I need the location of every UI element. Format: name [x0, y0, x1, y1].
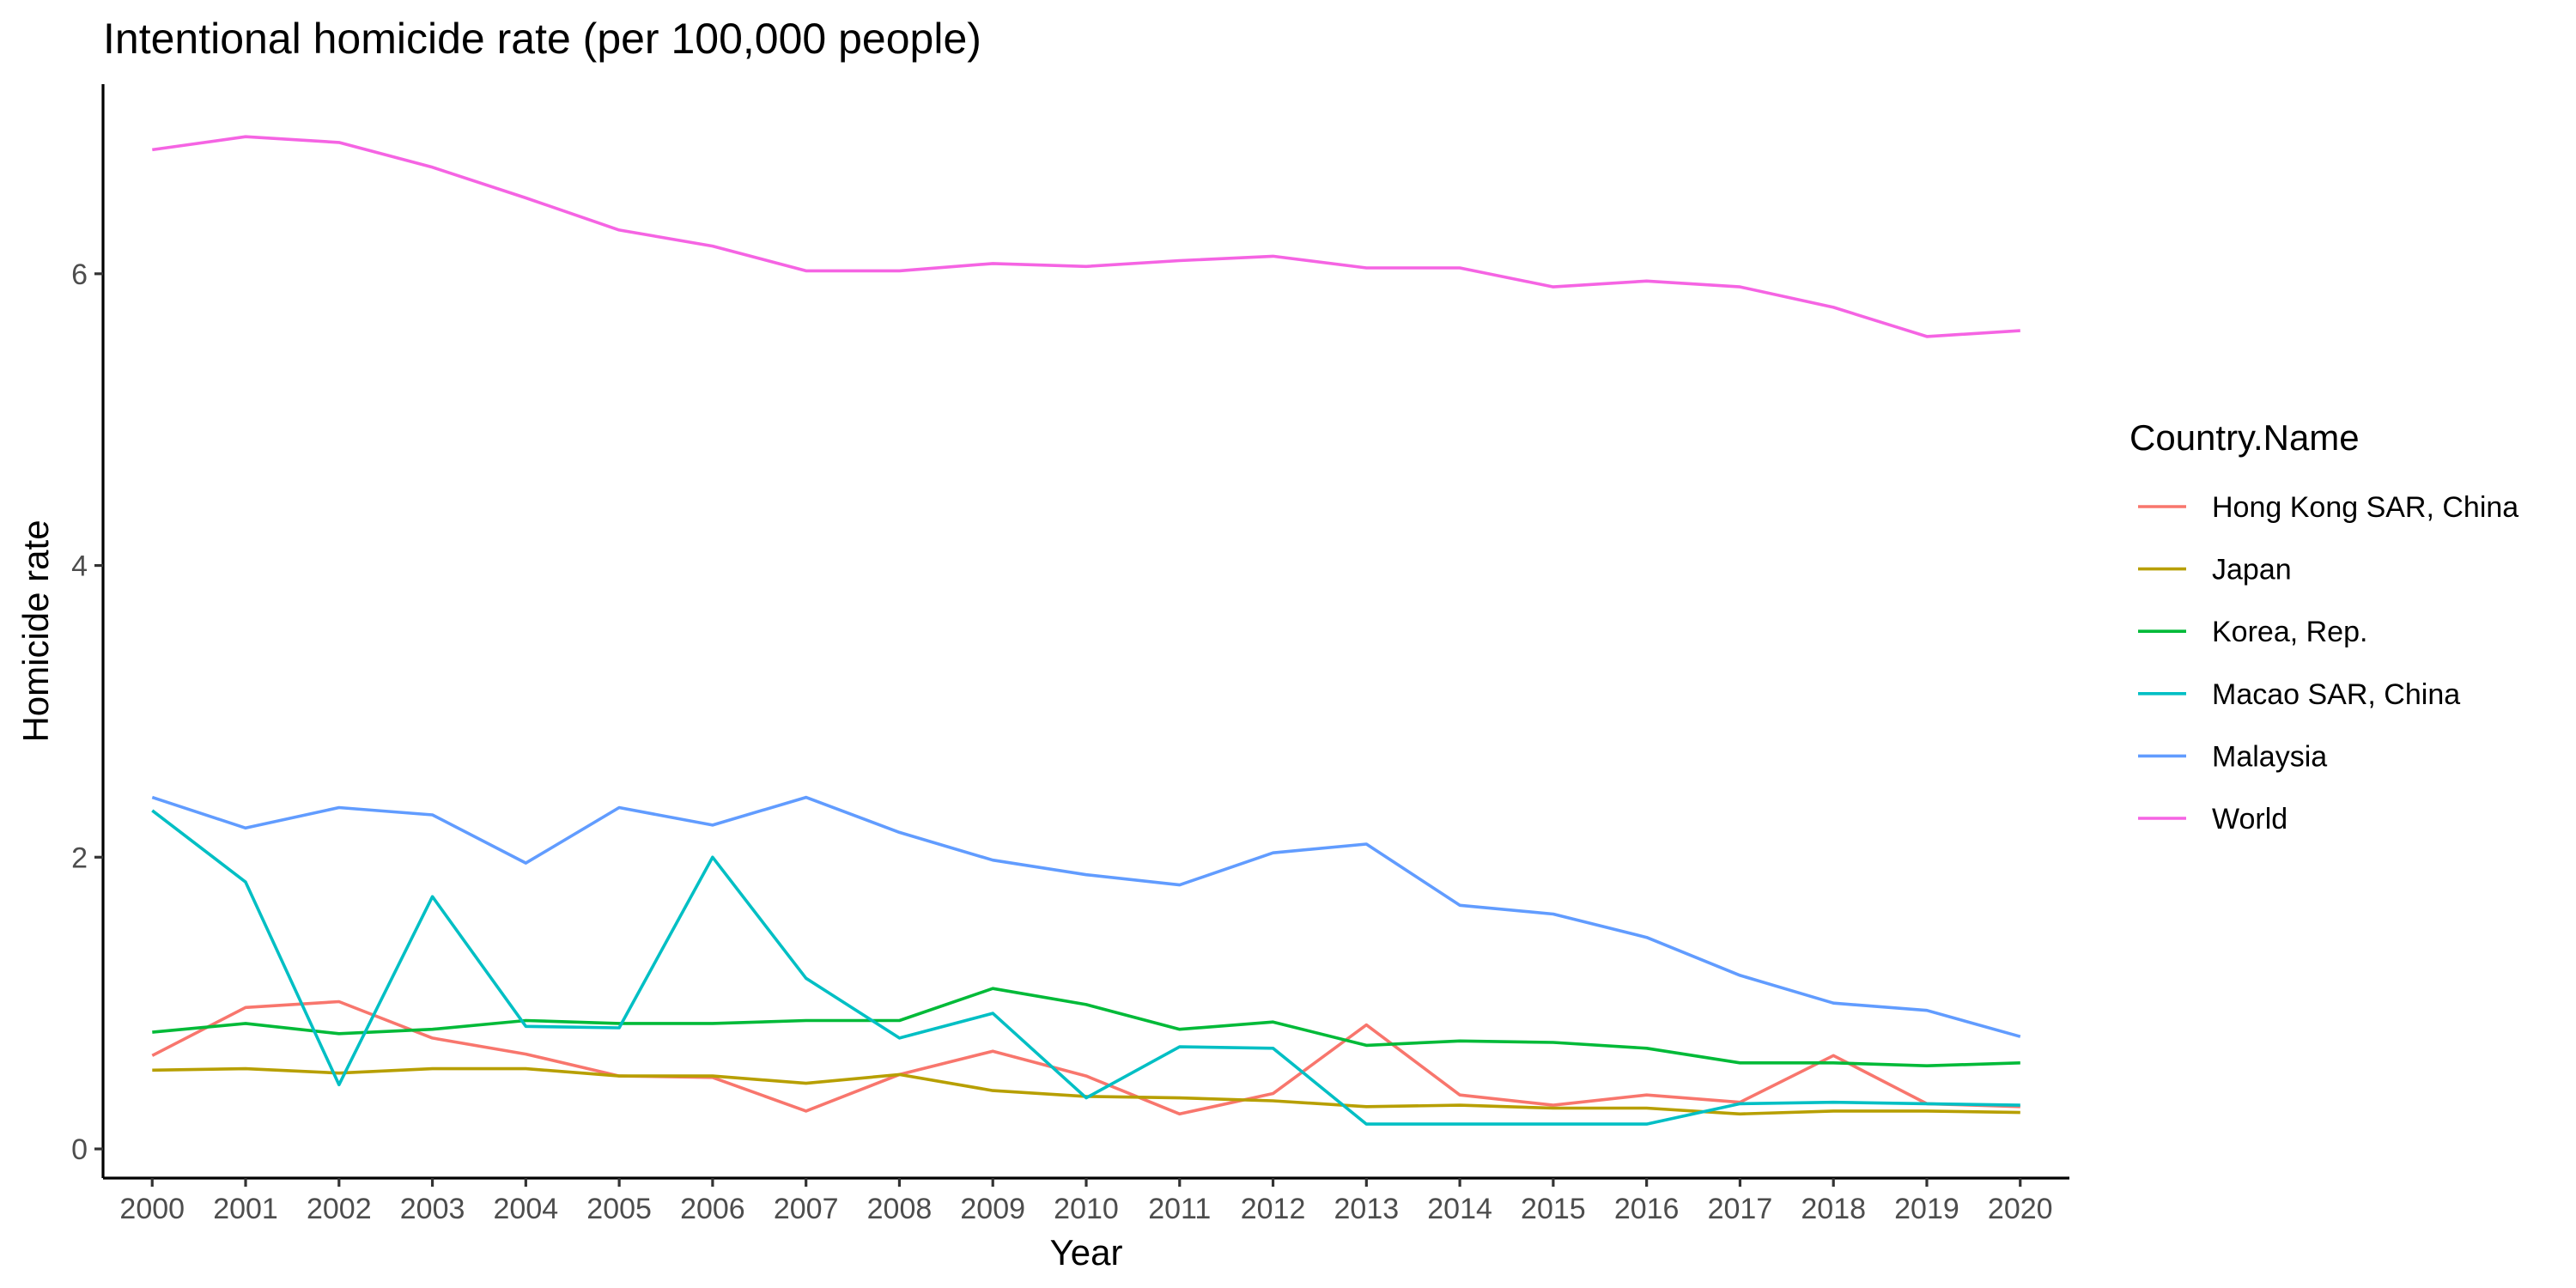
legend-label: Hong Kong SAR, China [2212, 491, 2518, 524]
legend: Country.Name Hong Kong SAR, China Japan Ko… [2129, 417, 2518, 835]
series-line-5 [152, 135, 2020, 338]
legend-item: Japan [2138, 554, 2292, 586]
x-tick-label: 2012 [1241, 1193, 1306, 1225]
x-tick-label: 2016 [1614, 1193, 1680, 1225]
legend-title: Country.Name [2129, 417, 2360, 458]
x-tick-label: 2007 [774, 1193, 839, 1225]
x-tick-label: 2001 [213, 1193, 278, 1225]
legend-label: Korea, Rep. [2212, 616, 2367, 648]
legend-item: Hong Kong SAR, China [2138, 491, 2518, 524]
x-tick-label: 2006 [680, 1193, 745, 1225]
legend-label: Japan [2212, 554, 2292, 586]
x-tick-label: 2000 [119, 1193, 185, 1225]
series-line-3 [151, 809, 2020, 1126]
x-tick-label: 2015 [1521, 1193, 1586, 1225]
legend-item: Macao SAR, China [2138, 678, 2460, 711]
y-axis-title: Homicide rate [15, 519, 56, 742]
chart-title: Intentional homicide rate (per 100,000 p… [103, 15, 981, 63]
series-line-0 [151, 999, 2020, 1116]
x-tick-label: 2013 [1334, 1193, 1400, 1225]
x-tick-label: 2018 [1801, 1193, 1866, 1225]
series-line-2 [152, 987, 2020, 1067]
x-tick-label: 2017 [1708, 1193, 1773, 1225]
y-tick-label: 2 [71, 841, 88, 874]
x-tick-label: 2011 [1148, 1193, 1211, 1225]
legend-label: Malaysia [2212, 740, 2327, 773]
x-axis-title: Year [1050, 1232, 1123, 1273]
y-tick-label: 0 [71, 1133, 88, 1166]
legend-item: Korea, Rep. [2138, 616, 2367, 648]
y-axis-ticks: 0 2 4 6 [71, 258, 103, 1166]
x-tick-label: 2003 [400, 1193, 465, 1225]
legend-item: World [2138, 803, 2287, 835]
x-tick-label: 2008 [867, 1193, 933, 1225]
x-tick-label: 2014 [1427, 1193, 1492, 1225]
series-layer [151, 135, 2021, 1126]
legend-item: Malaysia [2138, 740, 2327, 773]
x-tick-label: 2002 [307, 1193, 372, 1225]
x-tick-label: 2020 [1988, 1193, 2053, 1225]
series-line-4 [151, 795, 2021, 1038]
legend-label: Macao SAR, China [2212, 678, 2460, 711]
x-tick-label: 2010 [1054, 1193, 1119, 1225]
x-tick-label: 2009 [960, 1193, 1025, 1225]
legend-items: Hong Kong SAR, China Japan Korea, Rep. Maca… [2138, 491, 2518, 835]
y-tick-label: 4 [71, 550, 88, 583]
x-tick-label: 2004 [494, 1193, 559, 1225]
x-tick-label: 2005 [586, 1193, 652, 1225]
y-tick-label: 6 [71, 258, 88, 291]
x-axis-ticks: 2000 2001 2002 2003 2004 2005 2006 2007 2008 2009… [119, 1178, 2053, 1225]
x-tick-label: 2019 [1894, 1193, 1959, 1225]
legend-label: World [2212, 803, 2287, 835]
